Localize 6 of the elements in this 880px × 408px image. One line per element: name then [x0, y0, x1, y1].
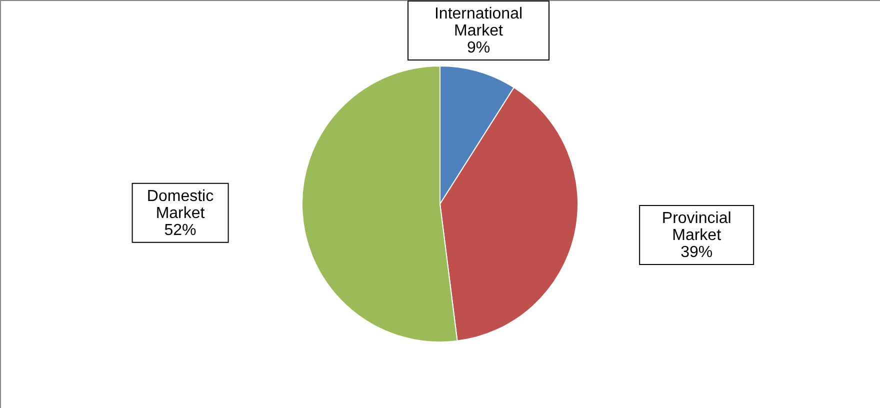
slice-label: International Market [434, 6, 523, 40]
data-label: 9% [466, 40, 490, 56]
slice-label: Domestic Market [146, 188, 214, 222]
data-label: 52% [164, 222, 196, 239]
data-label: 39% [680, 244, 713, 261]
slice-label: Provincial Market [662, 210, 732, 244]
